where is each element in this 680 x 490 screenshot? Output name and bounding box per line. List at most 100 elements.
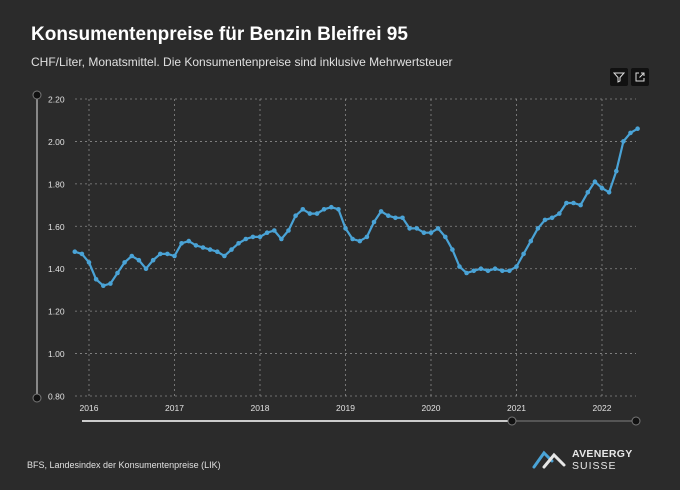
data-point xyxy=(357,238,363,244)
data-point xyxy=(314,211,320,216)
data-point xyxy=(300,207,306,212)
data-point xyxy=(207,247,213,252)
data-point xyxy=(150,257,156,263)
source-note: BFS, Landesindex der Konsumentenpreise (… xyxy=(27,460,221,470)
data-point xyxy=(272,228,277,233)
data-point xyxy=(222,253,227,259)
x-tick-label: 2016 xyxy=(80,403,99,413)
data-point xyxy=(172,253,177,259)
data-point xyxy=(635,126,640,131)
data-point xyxy=(129,253,135,259)
data-point xyxy=(542,217,548,223)
data-point xyxy=(599,185,605,191)
data-point xyxy=(122,260,127,265)
data-point xyxy=(165,251,170,257)
data-point xyxy=(621,139,626,144)
logo-mark-icon xyxy=(532,450,566,469)
data-point xyxy=(364,234,370,240)
data-point xyxy=(585,190,591,195)
data-point xyxy=(464,270,469,276)
x-tick-label: 2022 xyxy=(593,403,612,413)
data-point xyxy=(457,264,462,269)
logo-line1: AVENERGY xyxy=(572,448,633,460)
avenergy-logo[interactable]: AVENERGY SUISSE xyxy=(532,445,642,475)
y-tick-label: 2.00 xyxy=(48,137,65,147)
y-tick-label: 0.80 xyxy=(48,392,65,402)
y-tick-label: 1.60 xyxy=(48,222,65,232)
data-point xyxy=(528,238,534,244)
data-point xyxy=(86,260,92,265)
data-point xyxy=(549,215,555,221)
expand-button[interactable] xyxy=(631,68,649,86)
data-point xyxy=(93,277,99,282)
data-point xyxy=(286,228,291,233)
data-point xyxy=(571,200,576,206)
data-point xyxy=(393,215,398,221)
data-point xyxy=(421,230,427,235)
x-tick-label: 2021 xyxy=(507,403,526,413)
y-range-handle-bottom[interactable] xyxy=(32,393,42,403)
data-point xyxy=(136,257,142,263)
data-point xyxy=(243,236,249,242)
data-point xyxy=(343,226,348,231)
data-point xyxy=(200,245,206,250)
data-point xyxy=(378,209,384,214)
data-point xyxy=(350,236,355,242)
y-tick-label: 1.80 xyxy=(48,179,65,189)
data-point xyxy=(564,200,569,206)
y-tick-label: 1.20 xyxy=(48,307,65,317)
data-point xyxy=(143,266,149,272)
x-range-handle-right[interactable] xyxy=(631,416,641,426)
data-point xyxy=(514,264,519,269)
line-chart: 0.80 1.00 1.20 1.40 1.60 1.80 2.00 2.20 2016 201… xyxy=(32,90,641,426)
data-point xyxy=(229,247,234,252)
data-point xyxy=(407,226,412,231)
data-point xyxy=(521,251,526,257)
data-point xyxy=(557,211,562,216)
filter-button[interactable] xyxy=(610,68,628,86)
data-point xyxy=(72,249,78,254)
data-point xyxy=(336,207,341,212)
y-tick-label: 2.20 xyxy=(48,95,65,105)
data-point xyxy=(428,230,434,235)
data-point xyxy=(500,268,505,274)
data-point xyxy=(236,241,241,246)
x-range-handle-left[interactable] xyxy=(507,416,517,426)
data-point xyxy=(264,230,270,235)
x-tick-label: 2019 xyxy=(336,403,355,413)
data-point xyxy=(79,251,85,257)
data-point xyxy=(321,207,327,212)
data-point xyxy=(371,219,377,225)
data-point xyxy=(450,247,455,252)
y-tick-label: 1.40 xyxy=(48,264,65,274)
data-point xyxy=(507,268,512,274)
data-point xyxy=(101,283,106,289)
data-point xyxy=(307,211,313,216)
data-point xyxy=(492,266,498,272)
data-point xyxy=(614,168,619,174)
y-range-handle-top[interactable] xyxy=(32,90,42,100)
data-point xyxy=(257,234,263,240)
chart-title: Konsumentenpreise für Benzin Bleifrei 95 xyxy=(31,24,408,45)
x-tick-label: 2020 xyxy=(422,403,441,413)
data-point xyxy=(578,202,583,208)
data-point xyxy=(478,266,484,272)
data-point xyxy=(215,249,220,254)
data-point xyxy=(293,213,298,218)
data-point xyxy=(400,215,405,221)
expand-icon xyxy=(635,72,645,82)
data-point xyxy=(471,268,477,274)
data-point xyxy=(414,226,420,231)
filter-icon xyxy=(613,72,625,83)
data-point xyxy=(606,190,612,195)
logo-line2: SUISSE xyxy=(572,460,617,472)
data-point xyxy=(186,238,192,244)
data-point xyxy=(179,241,184,246)
data-point xyxy=(158,251,163,257)
data-point xyxy=(279,236,284,242)
chart-subtitle: CHF/Liter, Monatsmittel. Die Konsumenten… xyxy=(31,55,453,69)
data-point xyxy=(108,281,113,286)
data-point xyxy=(193,243,199,248)
data-point xyxy=(592,179,598,184)
y-tick-label: 1.00 xyxy=(48,349,65,359)
